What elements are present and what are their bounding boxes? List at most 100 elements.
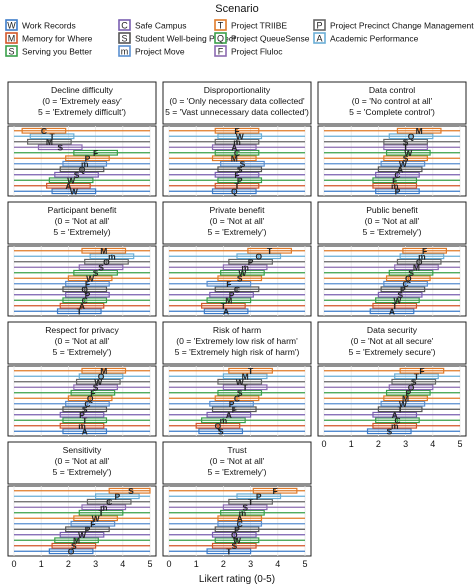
median-letter: C bbox=[394, 170, 400, 180]
box-row: S bbox=[169, 388, 305, 398]
median-letter: F bbox=[419, 366, 424, 376]
box-row: C bbox=[14, 399, 150, 409]
box-row: Q bbox=[14, 393, 150, 403]
median-letter: S bbox=[231, 541, 237, 551]
legend-letter: S bbox=[8, 47, 14, 57]
median-letter: C bbox=[237, 519, 243, 529]
median-letter: W bbox=[399, 159, 408, 169]
panel-title: Respect for privacy bbox=[45, 325, 119, 335]
legend-item: A Academic Performance bbox=[313, 32, 419, 44]
median-letter: W bbox=[236, 131, 245, 141]
x-tick-label: 2 bbox=[376, 439, 381, 449]
box-row: F bbox=[14, 388, 150, 398]
box-row: P bbox=[324, 186, 460, 196]
box-row: A bbox=[14, 301, 150, 311]
median-letter: S bbox=[93, 268, 99, 278]
box-row: F bbox=[169, 486, 305, 496]
median-letter: Q bbox=[408, 131, 415, 141]
box-row: m bbox=[14, 502, 150, 512]
panel-title-box bbox=[162, 201, 312, 245]
box-row: W bbox=[169, 131, 305, 141]
legend-swatch bbox=[5, 32, 18, 44]
panel-title-box bbox=[317, 321, 467, 365]
box-row: T bbox=[169, 301, 305, 311]
box-row: M bbox=[14, 535, 150, 545]
box-row: m bbox=[14, 159, 150, 169]
median-letter: C bbox=[82, 295, 88, 305]
x-axis-label: Likert rating (0-5) bbox=[199, 574, 275, 585]
median-letter: A bbox=[79, 301, 85, 311]
x-tick-label: 0 bbox=[166, 559, 171, 569]
box-row: T bbox=[169, 382, 305, 392]
box-row: Q bbox=[169, 186, 305, 196]
median-letter: m bbox=[241, 262, 249, 272]
panel-title-box bbox=[7, 321, 157, 365]
box-row: W bbox=[169, 268, 305, 278]
panel-title-box bbox=[317, 81, 467, 125]
box-row: Q bbox=[324, 131, 460, 141]
median-letter: C bbox=[234, 148, 240, 158]
box-row: S bbox=[169, 159, 305, 169]
panel-subtitle: 5 = 'Extremely') bbox=[208, 227, 267, 237]
box-row: m bbox=[169, 262, 305, 272]
median-letter: P bbox=[234, 524, 240, 534]
box-row: Q bbox=[169, 530, 305, 540]
median-letter: T bbox=[82, 415, 88, 425]
median-letter: C bbox=[403, 279, 409, 289]
median-letter: P bbox=[237, 175, 243, 185]
box-row: M bbox=[169, 371, 305, 381]
median-letter: S bbox=[93, 382, 99, 392]
median-letter: T bbox=[221, 301, 227, 311]
legend-swatch bbox=[313, 19, 326, 31]
panel: Data security(0 = 'Not at all secure'5 =… bbox=[317, 321, 467, 449]
box-row: A bbox=[169, 306, 305, 316]
box-row: F bbox=[14, 519, 150, 529]
median-letter: Q bbox=[215, 421, 222, 431]
panel-subtitle: 5 = 'Extremely secure') bbox=[348, 347, 435, 357]
median-letter: M bbox=[416, 126, 423, 136]
median-letter: Q bbox=[81, 284, 88, 294]
panel-title-box bbox=[162, 81, 312, 125]
box-row: O bbox=[324, 257, 460, 267]
box-row: T bbox=[324, 371, 460, 381]
median-letter: P bbox=[229, 399, 235, 409]
box-row: S bbox=[14, 262, 150, 272]
median-letter: S bbox=[403, 153, 409, 163]
box-row: S bbox=[169, 273, 305, 283]
median-letter: F bbox=[93, 148, 98, 158]
panel-subtitle: 5 = 'Extremely) bbox=[53, 227, 110, 237]
median-letter: P bbox=[79, 410, 85, 420]
x-tick-label: 3 bbox=[93, 559, 98, 569]
box-row: S bbox=[14, 268, 150, 278]
panel-title: Decline difficulty bbox=[51, 85, 114, 95]
median-letter: Q bbox=[87, 393, 94, 403]
median-letter: S bbox=[397, 290, 403, 300]
median-letter: m bbox=[418, 251, 426, 261]
median-letter: W bbox=[393, 295, 402, 305]
panel-subtitle: (0 = 'Not at all' bbox=[210, 456, 265, 466]
box-row: T bbox=[324, 404, 460, 414]
box-row: C bbox=[169, 148, 305, 158]
panel-subtitle: (0 = 'Only necessary data collected' bbox=[169, 96, 305, 106]
legend-label: Serving you Better bbox=[22, 47, 92, 57]
box-row: W bbox=[324, 159, 460, 169]
box-row: S bbox=[324, 426, 460, 436]
median-letter: P bbox=[85, 524, 91, 534]
legend-label: Safe Campus bbox=[135, 21, 187, 31]
median-letter: F bbox=[392, 175, 397, 185]
median-letter: P bbox=[405, 388, 411, 398]
legend-swatch bbox=[5, 45, 18, 57]
panel-title-box bbox=[7, 81, 157, 125]
box-row: S bbox=[14, 486, 151, 496]
panel-title: Private benefit bbox=[210, 205, 266, 215]
box-row: T bbox=[169, 546, 305, 556]
median-letter: F bbox=[272, 486, 277, 496]
median-letter: S bbox=[237, 273, 243, 283]
box-row: C bbox=[14, 295, 150, 305]
x-tick-label: 4 bbox=[120, 559, 125, 569]
legend-letter: F bbox=[218, 47, 224, 57]
box-row: T bbox=[169, 246, 305, 256]
box-row: M bbox=[324, 393, 460, 403]
median-letter: m bbox=[108, 251, 116, 261]
box-row: S bbox=[169, 426, 305, 436]
